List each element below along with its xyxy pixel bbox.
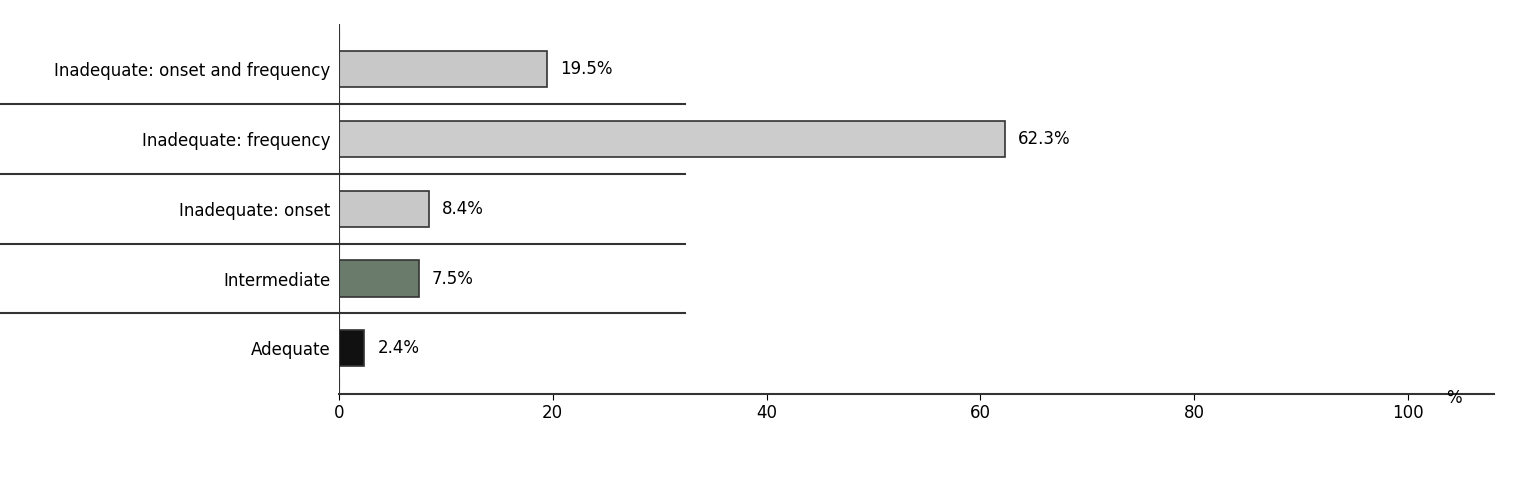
Text: 7.5%: 7.5% [431,270,474,288]
Bar [339,121,1006,157]
Bar [339,261,419,297]
Text: 62.3%: 62.3% [1018,130,1070,148]
Bar [339,51,547,87]
Bar [339,191,428,227]
Text: 2.4%: 2.4% [377,339,419,357]
Text: 8.4%: 8.4% [442,200,484,218]
Bar [339,330,365,366]
Text: %: % [1446,389,1461,408]
Text: 19.5%: 19.5% [561,60,613,78]
